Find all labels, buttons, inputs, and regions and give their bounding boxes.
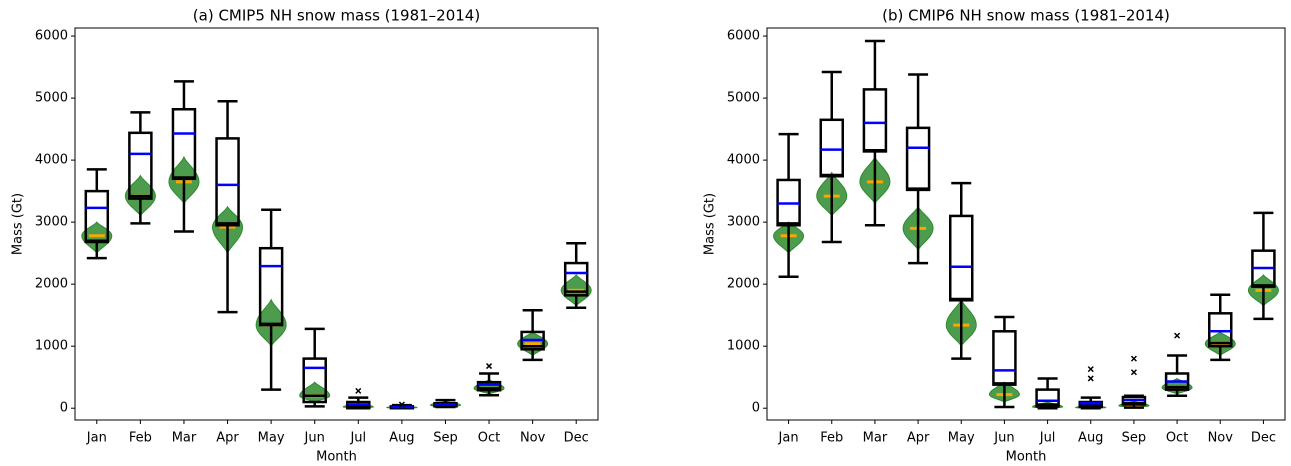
x-tick-label: Dec (564, 431, 589, 446)
box (862, 88, 888, 153)
y-tick-label: 3000 (727, 215, 760, 230)
y-tick-label: 6000 (727, 29, 760, 44)
y-tick-label: 0 (60, 401, 68, 416)
x-tick-label: Mar (172, 431, 197, 446)
x-tick-label: Jun (993, 431, 1014, 446)
x-tick-label: Nov (1208, 431, 1234, 446)
x-tick-label: Nov (520, 431, 546, 446)
x-tick-label: Mar (863, 431, 888, 446)
y-axis-label: Mass (Gt) (11, 193, 26, 255)
x-tick-label: Dec (1251, 431, 1276, 446)
plot-frame (74, 27, 599, 421)
box (215, 137, 240, 227)
x-tick-label: Sep (433, 431, 458, 446)
flier (355, 387, 362, 394)
plot-frame (766, 27, 1286, 421)
flier (1130, 355, 1137, 362)
box (476, 380, 502, 392)
x-tick-label: Oct (478, 431, 500, 446)
x-tick-label: May (258, 431, 285, 446)
x-tick-label: Feb (129, 431, 152, 446)
box (905, 126, 931, 192)
y-tick-label: 5000 (35, 91, 68, 106)
y-tick-label: 2000 (35, 277, 68, 292)
x-tick-label: Apr (216, 431, 239, 446)
y-tick-label: 6000 (35, 29, 68, 44)
flier (1087, 366, 1094, 373)
chart-title: (b) CMIP6 NH snow mass (1981–2014) (882, 7, 1170, 25)
panel: (a) CMIP5 NH snow mass (1981–2014) Month M… (11, 7, 599, 465)
flier (398, 401, 405, 408)
x-tick-label: Jul (1039, 431, 1056, 446)
flier (1087, 375, 1094, 382)
x-tick-label: May (948, 431, 975, 446)
violin (81, 221, 113, 254)
y-tick-label: 0 (752, 401, 760, 416)
box (1208, 312, 1233, 348)
flier (1130, 369, 1137, 376)
x-axis-label: Month (1006, 450, 1047, 465)
x-tick-label: Oct (1166, 431, 1188, 446)
y-tick-label: 4000 (727, 153, 760, 168)
box (1035, 388, 1060, 408)
y-axis-label: Mass (Gt) (703, 193, 718, 255)
x-tick-label: Sep (1122, 431, 1147, 446)
box (563, 261, 589, 297)
x-axis-label: Month (316, 450, 357, 465)
x-tick-label: Aug (389, 431, 414, 446)
chart-title: (a) CMIP5 NH snow mass (1981–2014) (193, 7, 480, 25)
x-tick-label: Aug (1078, 431, 1103, 446)
x-tick-label: Jan (86, 431, 107, 446)
y-tick-label: 3000 (35, 215, 68, 230)
y-tick-label: 1000 (35, 339, 68, 354)
y-tick-label: 4000 (35, 153, 68, 168)
x-tick-label: Apr (907, 431, 930, 446)
box (128, 131, 153, 200)
box (302, 357, 327, 404)
box (949, 214, 974, 302)
flier (486, 363, 493, 370)
flier (1174, 332, 1181, 339)
x-tick-label: Feb (820, 431, 843, 446)
y-tick-label: 2000 (727, 277, 760, 292)
box (992, 330, 1017, 386)
x-tick-label: Jul (349, 431, 366, 446)
y-tick-label: 1000 (727, 339, 760, 354)
panel: (b) CMIP6 NH snow mass (1981–2014) Month M… (703, 7, 1286, 465)
x-tick-label: Jun (304, 431, 325, 446)
y-tick-label: 5000 (727, 91, 760, 106)
box (819, 118, 844, 178)
x-tick-label: Jan (778, 431, 799, 446)
